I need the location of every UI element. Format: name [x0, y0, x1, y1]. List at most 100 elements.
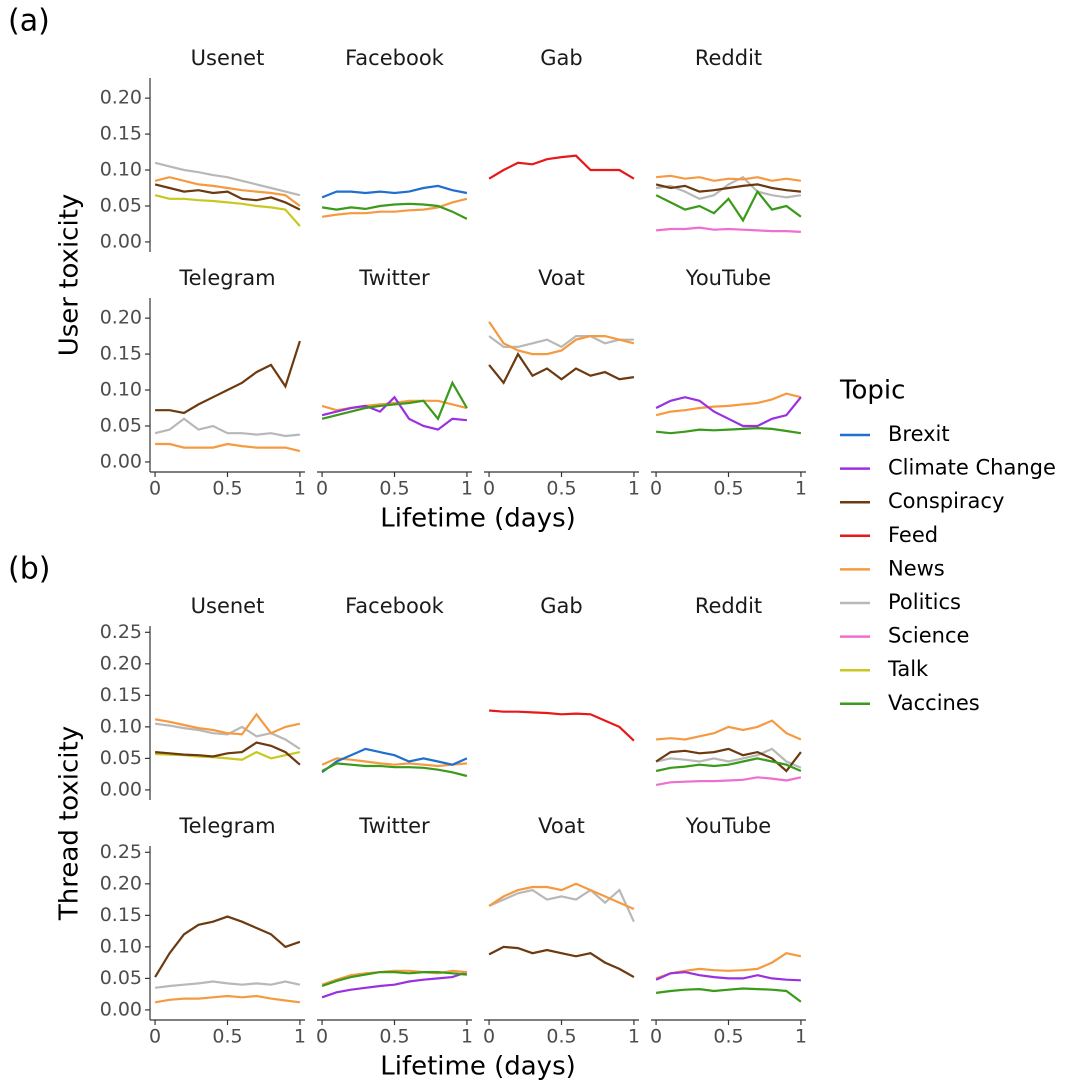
legend-label: Conspiracy	[888, 489, 1004, 513]
y-tick-label: 0.10	[100, 159, 142, 181]
x-tick-label: 1	[294, 478, 306, 500]
facet-title: YouTube	[685, 814, 771, 838]
y-tick-label: 0.20	[100, 652, 142, 674]
line	[154, 194, 301, 227]
line	[655, 952, 802, 980]
line	[321, 197, 468, 218]
x-tick-label: 0.5	[379, 1026, 409, 1048]
facet-title: Usenet	[191, 594, 265, 618]
y-tick-label: 0.10	[100, 715, 142, 737]
legend-label: News	[888, 556, 945, 580]
x-axis-title: Lifetime (days)	[380, 504, 576, 534]
y-tick-label: 0.05	[100, 194, 142, 216]
line	[488, 888, 635, 923]
line	[154, 722, 301, 750]
x-tick-label: 0	[149, 1026, 161, 1048]
line	[321, 971, 468, 999]
line	[154, 417, 301, 438]
y-tick-label: 0.20	[100, 307, 142, 329]
x-tick-label: 1	[294, 1026, 306, 1048]
x-tick-label: 1	[461, 478, 473, 500]
line	[321, 395, 468, 431]
line	[655, 183, 802, 193]
legend-label: Vaccines	[888, 691, 980, 715]
x-tick-label: 1	[795, 1026, 807, 1048]
line	[154, 915, 301, 978]
line	[655, 426, 802, 435]
x-tick-label: 0.5	[212, 478, 242, 500]
x-axis-title: Lifetime (days)	[380, 1052, 576, 1082]
line	[488, 154, 635, 180]
line	[655, 747, 802, 769]
x-tick-label: 0.5	[546, 1026, 576, 1048]
line	[321, 971, 467, 988]
legend-label: Feed	[888, 523, 938, 547]
line	[655, 174, 802, 182]
y-tick-label: 0.10	[100, 379, 142, 401]
x-tick-label: 0.5	[546, 478, 576, 500]
y-tick-label: 0.20	[100, 87, 142, 109]
x-tick-label: 0	[316, 1026, 328, 1048]
y-tick-label: 0.15	[100, 123, 142, 145]
line	[655, 970, 801, 982]
facet-title: Voat	[538, 266, 585, 290]
line	[489, 709, 635, 742]
x-tick-label: 0	[483, 1026, 495, 1048]
line	[154, 161, 301, 197]
line	[154, 183, 301, 211]
line	[321, 747, 468, 774]
x-tick-label: 1	[628, 1026, 640, 1048]
line	[154, 712, 301, 736]
y-tick-label: 0.15	[100, 904, 142, 926]
facet-title: Gab	[540, 46, 582, 70]
legend-label: Climate Change	[888, 456, 1056, 480]
y-tick-label: 0.05	[100, 747, 142, 769]
line	[154, 994, 301, 1004]
legend-label: Talk	[887, 657, 929, 681]
line	[655, 226, 801, 233]
x-tick-label: 0.5	[212, 1026, 242, 1048]
y-tick-label: 0.00	[100, 450, 142, 472]
x-tick-label: 0	[483, 478, 495, 500]
line	[656, 719, 802, 741]
x-tick-label: 0	[316, 478, 328, 500]
line	[655, 757, 802, 773]
line	[655, 189, 802, 223]
facet-title: Facebook	[345, 594, 445, 618]
line	[488, 321, 635, 356]
facet-title: Facebook	[345, 46, 445, 70]
line	[655, 776, 802, 786]
panel-label: (a)	[8, 4, 50, 39]
line	[488, 945, 635, 979]
y-tick-label: 0.05	[100, 414, 142, 436]
y-tick-label: 0.25	[100, 841, 142, 863]
facet-title: Voat	[538, 814, 585, 838]
x-tick-label: 0.5	[713, 478, 743, 500]
x-tick-label: 0.5	[379, 478, 409, 500]
y-axis-title: Thread toxicity	[55, 726, 85, 921]
facet-title: Reddit	[695, 46, 762, 70]
x-tick-label: 1	[795, 478, 807, 500]
line	[155, 442, 301, 453]
y-axis-title: User toxicity	[55, 194, 85, 357]
line	[321, 184, 468, 199]
line	[321, 762, 468, 778]
x-tick-label: 0	[650, 478, 662, 500]
line	[321, 757, 467, 768]
legend-title: Topic	[839, 376, 905, 406]
y-tick-label: 0.15	[100, 684, 142, 706]
x-tick-label: 0	[650, 1026, 662, 1048]
y-tick-label: 0.20	[100, 872, 142, 894]
line	[655, 175, 802, 200]
line	[155, 340, 301, 415]
line	[154, 176, 301, 207]
legend-label: Science	[888, 624, 969, 648]
line	[655, 987, 802, 1003]
legend-label: Brexit	[888, 422, 950, 446]
facet-title: Telegram	[178, 266, 275, 290]
y-tick-label: 0.25	[100, 621, 142, 643]
facet-title: Usenet	[191, 46, 265, 70]
facet-title: YouTube	[685, 266, 771, 290]
x-tick-label: 0.5	[713, 1026, 743, 1048]
y-tick-label: 0.00	[100, 998, 142, 1020]
